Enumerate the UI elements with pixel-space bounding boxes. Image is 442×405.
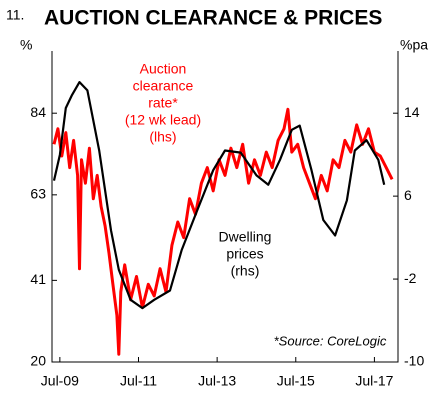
annotation: (lhs)	[149, 129, 176, 145]
annotation: rate*	[148, 95, 178, 111]
x-tick-label: Jul-17	[355, 373, 393, 389]
x-tick-label: Jul-13	[198, 373, 236, 389]
annotation: clearance	[133, 78, 194, 94]
axis-frame	[51, 51, 399, 363]
y2-tick-label: 6	[404, 187, 412, 203]
y-axis-label: %	[20, 37, 32, 53]
annotation: Auction	[140, 61, 187, 77]
y2-axis-label: %pa	[400, 37, 428, 53]
annotation: prices	[226, 246, 263, 262]
x-tick-label: Jul-11	[120, 373, 157, 389]
series-line	[52, 107, 394, 356]
annotation: *Source: CoreLogic	[274, 333, 387, 348]
y-tick-label: 20	[30, 353, 46, 369]
y2-tick-label: 14	[404, 104, 420, 120]
y2-tick-label: -10	[404, 353, 424, 369]
x-tick-label: Jul-09	[41, 373, 79, 389]
y-tick-label: 84	[30, 104, 46, 120]
annotation: (rhs)	[231, 263, 260, 279]
y-tick-label: 63	[30, 186, 46, 202]
y2-tick-label: -2	[404, 270, 417, 286]
annotation: (12 wk lead)	[125, 112, 201, 128]
annotation: Dwelling	[219, 229, 272, 245]
y-tick-label: 41	[30, 271, 46, 287]
chart-title: AUCTION CLEARANCE & PRICES	[44, 7, 382, 30]
series-line	[52, 81, 386, 310]
chart-number: 11.	[6, 7, 24, 23]
x-tick-label: Jul-15	[277, 373, 315, 389]
